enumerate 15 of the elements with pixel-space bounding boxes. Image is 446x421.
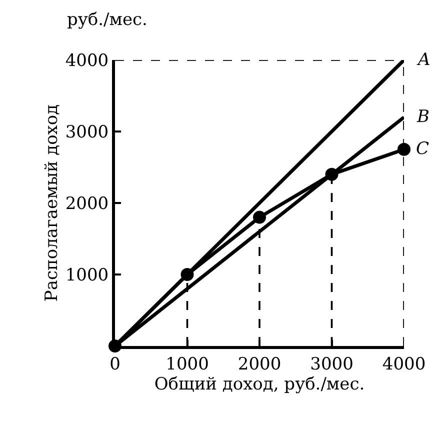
x-tick-label: 3000 xyxy=(310,354,354,374)
y-tick-label: 4000 xyxy=(65,50,109,71)
series-label: C xyxy=(416,139,430,159)
x-tick-label: 0 xyxy=(110,354,120,374)
y-axis-title: Располагаемый доход xyxy=(42,104,62,302)
series-label: B xyxy=(416,107,430,127)
y-tick-label: 1000 xyxy=(65,265,109,286)
x-tick-label: 2000 xyxy=(238,354,282,374)
series-label: A xyxy=(416,50,430,70)
y-tick-label: 2000 xyxy=(65,194,109,214)
x-tick-label: 4000 xyxy=(382,354,426,374)
text: руб./мес. xyxy=(67,10,148,30)
y-tick-label: 3000 xyxy=(65,122,109,142)
x-tick-label: 1000 xyxy=(166,354,209,374)
x-axis-title: Общий доход, руб./мес. xyxy=(154,374,365,394)
